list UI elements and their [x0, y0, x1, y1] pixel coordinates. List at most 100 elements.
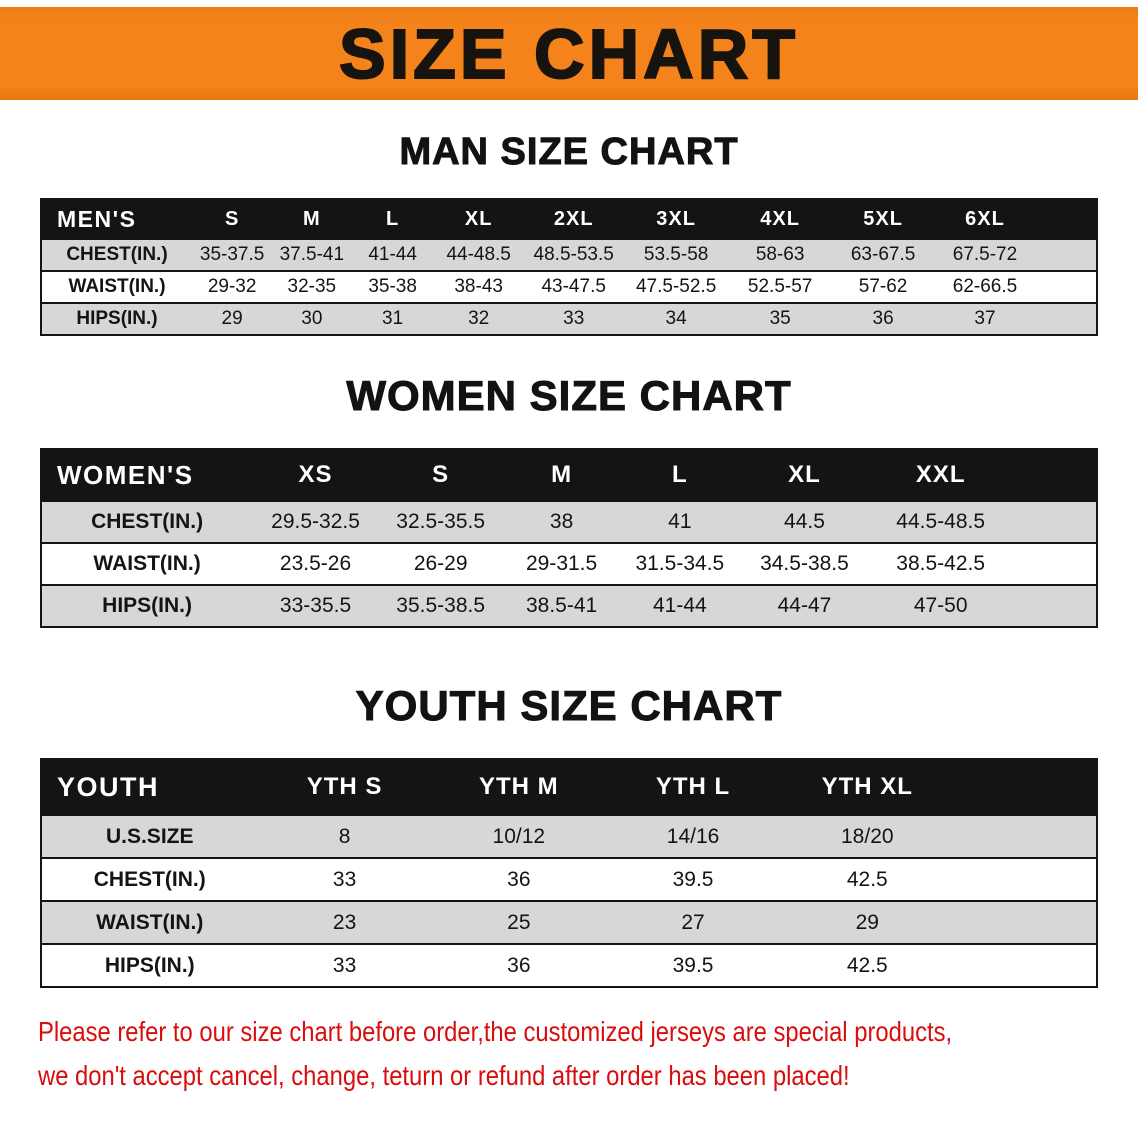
value-cell: 58-63 — [755, 244, 805, 265]
value-cell: 38.5-42.5 — [896, 552, 986, 575]
youth-size-chart-section: YOUTH SIZE CHART YOUTH YTH S YTH M YTH L YTH… — [0, 682, 1138, 988]
size-column-header: YTH S — [257, 759, 432, 815]
value-cell: 32.5-35.5 — [396, 510, 486, 533]
value-cell: 42.5 — [846, 953, 888, 977]
value-cell: 44-48.5 — [446, 244, 511, 265]
row-label: CHEST(IN.) — [91, 510, 204, 533]
value-cell: 25 — [507, 910, 531, 934]
size-column-header: XXL — [869, 449, 1012, 501]
youth-size-chart-heading: YOUTH SIZE CHART — [355, 682, 783, 730]
value-cell: 53.5-58 — [643, 244, 709, 265]
table-row: WAIST(IN.) 29-32 32-35 35-38 38-43 43-47.5 47.… — [41, 271, 1097, 303]
size-column-header: 4XL — [728, 199, 832, 239]
value-cell: 32 — [468, 308, 490, 329]
women-size-chart-heading: WOMEN SIZE CHART — [346, 372, 792, 420]
value-cell: 34.5-38.5 — [760, 552, 849, 575]
table-row: HIPS(IN.) 33 36 39.5 42.5 — [41, 944, 1097, 987]
value-cell: 36 — [872, 308, 894, 329]
size-column-header: 3XL — [623, 199, 729, 239]
value-cell: 57-62 — [858, 276, 908, 297]
spacer-cell — [1011, 449, 1097, 501]
women-size-table: WOMEN'S XS S M L XL XXL CHEST(IN.) 29.5-32.5 32.5… — [40, 448, 1098, 628]
value-cell: 48.5-53.5 — [533, 244, 614, 265]
value-cell: 38-43 — [454, 276, 503, 297]
row-label: WAIST(IN.) — [93, 552, 201, 575]
table-header-row: YOUTH YTH S YTH M YTH L YTH XL — [41, 759, 1097, 815]
table-row: U.S.SIZE 8 10/12 14/16 18/20 — [41, 815, 1097, 858]
value-cell: 63-67.5 — [850, 244, 916, 265]
size-column-header: YTH L — [605, 759, 781, 815]
table-header-row: MEN'S S M L XL 2XL 3XL 4XL 5XL 6XL — [41, 199, 1097, 239]
value-cell: 43-47.5 — [541, 276, 606, 297]
value-cell: 52.5-57 — [747, 276, 813, 297]
value-cell: 23 — [332, 910, 357, 934]
table-row: WAIST(IN.) 23.5-26 26-29 29-31.5 31.5-34.5 34… — [41, 543, 1097, 585]
size-column-header: L — [620, 449, 739, 501]
spacer-cell — [954, 944, 1097, 987]
spacer-cell — [954, 759, 1097, 815]
table-header-row: WOMEN'S XS S M L XL XXL — [41, 449, 1097, 501]
spacer-cell — [1036, 239, 1097, 271]
size-column-header: L — [351, 199, 434, 239]
spacer-cell — [954, 815, 1097, 858]
value-cell: 44.5-48.5 — [896, 510, 986, 533]
value-cell: 29 — [221, 308, 243, 329]
spacer-cell — [1011, 543, 1097, 585]
disclaimer-line-1: Please refer to our size chart before or… — [38, 1016, 953, 1047]
value-cell: 26-29 — [413, 552, 468, 575]
spacer-cell — [1011, 585, 1097, 627]
size-column-header: M — [272, 199, 352, 239]
value-cell: 35-38 — [368, 276, 417, 297]
value-cell: 62-66.5 — [952, 276, 1018, 297]
value-cell: 44-47 — [777, 594, 832, 617]
size-column-header: 2XL — [523, 199, 624, 239]
table-row: HIPS(IN.) 33-35.5 35.5-38.5 38.5-41 41-44 44-… — [41, 585, 1097, 627]
size-column-header: YTH XL — [780, 759, 955, 815]
row-label: WAIST(IN.) — [96, 910, 204, 934]
value-cell: 37.5-41 — [279, 244, 345, 265]
spacer-cell — [1035, 199, 1097, 239]
value-cell: 29-31.5 — [525, 552, 598, 575]
disclaimer-text: Please refer to our size chart before or… — [38, 1010, 1138, 1098]
youth-size-table: YOUTH YTH S YTH M YTH L YTH XL U.S.SIZE 8 10/12… — [40, 758, 1098, 988]
value-cell: 39.5 — [672, 867, 714, 891]
value-cell: 29.5-32.5 — [271, 510, 360, 533]
size-column-header: XS — [252, 449, 379, 501]
value-cell: 33 — [563, 308, 585, 329]
value-cell: 39.5 — [672, 953, 714, 977]
value-cell: 32-35 — [287, 276, 337, 297]
size-column-header: XL — [738, 449, 870, 501]
disclaimer-line-2: we don't accept cancel, change, teturn o… — [38, 1060, 850, 1091]
value-cell: 35-37.5 — [199, 244, 265, 265]
value-cell: 47-50 — [913, 594, 968, 617]
value-cell: 14/16 — [666, 824, 720, 848]
table-row: WAIST(IN.) 23 25 27 29 — [41, 901, 1097, 944]
value-cell: 29 — [855, 910, 879, 934]
table-row: CHEST(IN.) 33 36 39.5 42.5 — [41, 858, 1097, 901]
row-label: U.S.SIZE — [105, 824, 194, 848]
table-row: HIPS(IN.) 29 30 31 32 33 34 35 36 37 — [41, 303, 1097, 335]
value-cell: 41-44 — [368, 244, 417, 265]
table-row: CHEST(IN.) 29.5-32.5 32.5-35.5 38 41 44.5 44.5… — [41, 501, 1097, 543]
size-column-header: 5XL — [831, 199, 935, 239]
value-cell: 10/12 — [492, 824, 546, 848]
value-cell: 67.5-72 — [952, 244, 1018, 265]
man-size-chart-section: MAN SIZE CHART MEN'S S M L XL 2XL 3XL 4XL 5XL 6XL… — [0, 130, 1138, 336]
value-cell: 33 — [332, 867, 357, 891]
banner-title: SIZE CHART — [338, 14, 799, 94]
value-cell: 23.5-26 — [279, 552, 352, 575]
women-size-chart-section: WOMEN SIZE CHART WOMEN'S XS S M L XL XXL CHEST(… — [0, 372, 1138, 628]
row-label: HIPS(IN.) — [104, 953, 195, 977]
table-corner-label: MEN'S — [41, 199, 192, 239]
size-column-header: M — [502, 449, 621, 501]
value-cell: 31.5-34.5 — [635, 552, 725, 575]
row-label: WAIST(IN.) — [68, 276, 166, 297]
value-cell: 35 — [769, 308, 791, 329]
table-corner-label: YOUTH — [41, 759, 258, 815]
value-cell: 27 — [681, 910, 705, 934]
value-cell: 36 — [507, 867, 531, 891]
size-column-header: XL — [433, 199, 524, 239]
size-column-header: S — [192, 199, 273, 239]
row-label: HIPS(IN.) — [76, 308, 158, 329]
table-corner-label: WOMEN'S — [41, 449, 253, 501]
